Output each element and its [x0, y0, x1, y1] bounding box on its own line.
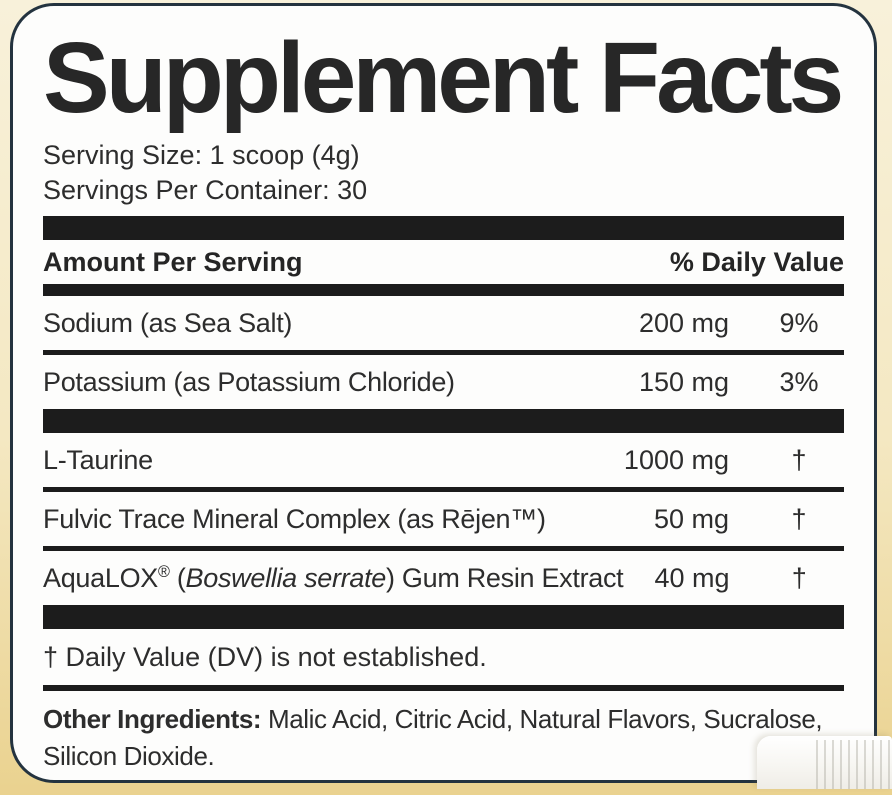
- bottle-cap: [757, 736, 892, 789]
- divider-footnote: [43, 685, 844, 691]
- ingredient-daily-value: †: [791, 444, 807, 475]
- serving-info: Serving Size: 1 scoop (4g) Servings Per …: [43, 138, 844, 208]
- label-title: Supplement Facts: [43, 22, 844, 134]
- ingredient-name: Potassium (as Potassium Chloride): [43, 366, 455, 397]
- supplement-facts-label: Supplement Facts Serving Size: 1 scoop (…: [10, 3, 877, 783]
- ingredient-row: L-Taurine 1000 mg †: [43, 433, 844, 487]
- ingredient-amount: 200 mg: [638, 307, 729, 338]
- ingredient-daily-value: †: [791, 503, 807, 534]
- divider-thin: [43, 350, 844, 355]
- serving-size: Serving Size: 1 scoop (4g): [43, 140, 360, 170]
- ingredient-row: Sodium (as Sea Salt) 200 mg 9%: [43, 296, 844, 350]
- ingredient-amount: 40 mg: [654, 562, 730, 593]
- ingredient-rows: Sodium (as Sea Salt) 200 mg 9% Potassium (a…: [43, 296, 844, 629]
- ingredient-row: Potassium (as Potassium Chloride) 150 mg 3…: [43, 355, 844, 409]
- other-ingredients: Other Ingredients: Malic Acid, Citric Ac…: [43, 701, 844, 775]
- ingredient-amount: 150 mg: [638, 366, 729, 397]
- ingredient-row: AquaLOX® (Boswellia serrate) Gum Resin E…: [43, 551, 844, 605]
- amount-per-serving-header: Amount Per Serving: [43, 246, 303, 277]
- divider-thick-top: [43, 216, 844, 240]
- servings-per-container: Servings Per Container: 30: [43, 175, 368, 205]
- other-ingredients-text: Malic Acid, Citric Acid, Natural Flavors…: [43, 704, 823, 771]
- divider-thick: [43, 409, 844, 433]
- dv-footnote: † Daily Value (DV) is not established.: [43, 641, 487, 672]
- bottle-cap-ridges: [816, 740, 892, 789]
- divider-thin: [43, 546, 844, 551]
- other-ingredients-label: Other Ingredients:: [43, 704, 262, 734]
- ingredient-name: Fulvic Trace Mineral Complex (as Rējen™): [43, 503, 546, 534]
- ingredient-name: AquaLOX® (Boswellia serrate) Gum Resin E…: [43, 562, 624, 593]
- ingredient-name: L-Taurine: [43, 444, 153, 475]
- ingredient-amount: 50 mg: [653, 503, 729, 534]
- divider-thick: [43, 605, 844, 629]
- ingredient-daily-value: 9%: [779, 307, 819, 338]
- divider-thin: [43, 487, 844, 492]
- daily-value-header: % Daily Value: [669, 246, 844, 277]
- ingredient-daily-value: †: [791, 562, 807, 593]
- ingredient-amount: 1000 mg: [623, 444, 729, 475]
- table-header-row: Amount Per Serving % Daily Value: [43, 240, 844, 284]
- divider-medium-header: [43, 284, 844, 296]
- ingredient-row: Fulvic Trace Mineral Complex (as Rējen™)…: [43, 492, 844, 546]
- ingredient-name: Sodium (as Sea Salt): [43, 307, 293, 338]
- ingredient-daily-value: 3%: [779, 366, 819, 397]
